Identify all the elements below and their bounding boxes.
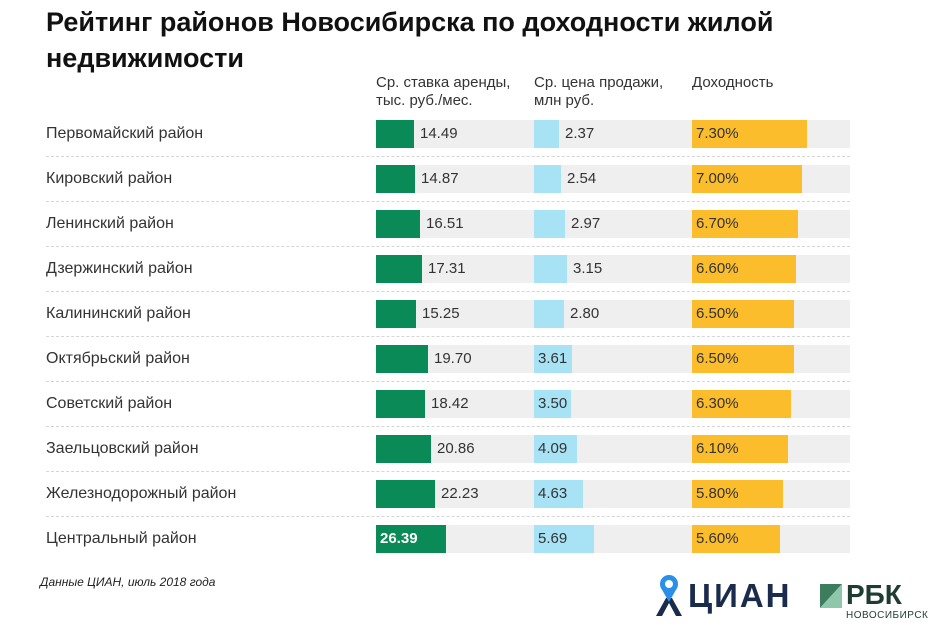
bar-series-1 (376, 165, 415, 193)
bar-value-label: 6.70% (696, 215, 739, 232)
column-header-yield: Доходность (692, 74, 774, 91)
bar-value-label: 6.10% (696, 440, 739, 457)
bar-value-label: 6.30% (696, 395, 739, 412)
bar-value-label: 6.60% (696, 260, 739, 277)
cian-pin-icon (656, 575, 682, 616)
bar-value-label: 18.42 (431, 395, 469, 412)
category-label: Советский район (46, 395, 173, 412)
column-header-price: Ср. цена продажи, млн руб. (534, 74, 664, 109)
bar-series-3 (692, 480, 783, 508)
bar-series-3 (692, 120, 807, 148)
category-label: Заельцовский район (46, 440, 199, 457)
bar-value-label: 14.49 (420, 125, 458, 142)
bar-series-2 (534, 255, 567, 283)
bar-series-1 (376, 390, 425, 418)
row-divider (46, 156, 850, 157)
chart-title: Рейтинг районов Новосибирска по доходнос… (46, 7, 774, 73)
bar-series-1 (376, 345, 428, 373)
category-label: Первомайский район (46, 125, 204, 142)
row-divider (46, 201, 850, 202)
bar-series-3 (692, 255, 796, 283)
bar-series-1 (376, 480, 435, 508)
category-label: Ленинский район (46, 215, 174, 232)
bar-series-1 (376, 120, 414, 148)
category-label: Дзержинский район (46, 260, 193, 277)
bar-series-2 (534, 120, 559, 148)
bar-series-2 (534, 390, 571, 418)
bar-series-3 (692, 435, 788, 463)
bar-value-label: 2.97 (571, 215, 601, 232)
bar-value-label: 2.54 (567, 170, 597, 187)
bar-value-label: 14.87 (421, 170, 459, 187)
row-divider (46, 381, 850, 382)
bar-value-label: 26.39 (380, 530, 418, 547)
category-label: Кировский район (46, 170, 173, 187)
category-label: Калининский район (46, 305, 191, 322)
rbk-logo: РБК НОВОСИБИРСК (820, 580, 930, 628)
bar-series-3 (692, 165, 802, 193)
bar-series-3 (692, 210, 798, 238)
bar-series-1 (376, 300, 416, 328)
bar-value-label: 7.00% (696, 170, 739, 187)
bar-series-3 (692, 345, 794, 373)
row-divider (46, 246, 850, 247)
column-header-rent: Ср. ставка аренды, тыс. руб./мес. (376, 74, 511, 109)
footnote: Данные ЦИАН, июль 2018 года (40, 575, 216, 589)
bar-value-label: 16.51 (426, 215, 464, 232)
bar-series-1 (376, 210, 420, 238)
bar-series-2 (534, 435, 577, 463)
bar-value-label: 17.31 (428, 260, 466, 277)
bar-value-label: 3.50 (538, 395, 568, 412)
bar-series-3 (692, 525, 780, 553)
bar-value-label: 20.86 (437, 440, 475, 457)
bar-value-label: 5.80% (696, 485, 739, 502)
bar-value-label: 7.30% (696, 125, 739, 142)
bar-value-label: 2.37 (565, 125, 595, 142)
cian-logo: ЦИАН (652, 570, 802, 618)
category-label: Железнодорожный район (46, 485, 237, 502)
bar-series-1 (376, 255, 422, 283)
bar-value-label: 6.50% (696, 350, 739, 367)
bar-series-2 (534, 525, 594, 553)
bar-series-2 (534, 300, 564, 328)
bar-value-label: 6.50% (696, 305, 739, 322)
bar-series-2 (534, 210, 565, 238)
bar-series-3 (692, 300, 794, 328)
rbk-logo-text: РБК (846, 579, 902, 610)
row-divider (46, 426, 850, 427)
row-divider (46, 516, 850, 517)
bar-series-1 (376, 525, 446, 553)
bar-value-label: 4.63 (538, 485, 568, 502)
bar-series-3 (692, 390, 791, 418)
category-label: Центральный район (46, 530, 197, 547)
bar-series-2 (534, 165, 561, 193)
bar-value-label: 22.23 (441, 485, 479, 502)
bar-series-2 (534, 345, 572, 373)
row-divider (46, 336, 850, 337)
category-label: Октябрьский район (46, 350, 190, 367)
bar-value-label: 5.69 (538, 530, 568, 547)
rbk-logo-subtitle: НОВОСИБИРСК (846, 610, 929, 621)
row-divider (46, 291, 850, 292)
bar-value-label: 2.80 (570, 305, 600, 322)
row-divider (46, 471, 850, 472)
cian-logo-text: ЦИАН (688, 577, 792, 614)
bar-value-label: 19.70 (434, 350, 472, 367)
bar-value-label: 5.60% (696, 530, 739, 547)
rbk-triangle-icon (820, 584, 842, 608)
bar-series-2 (534, 480, 583, 508)
bar-value-label: 3.15 (573, 260, 603, 277)
bar-value-label: 15.25 (422, 305, 460, 322)
bar-value-label: 3.61 (538, 350, 568, 367)
bar-series-1 (376, 435, 431, 463)
bar-value-label: 4.09 (538, 440, 568, 457)
